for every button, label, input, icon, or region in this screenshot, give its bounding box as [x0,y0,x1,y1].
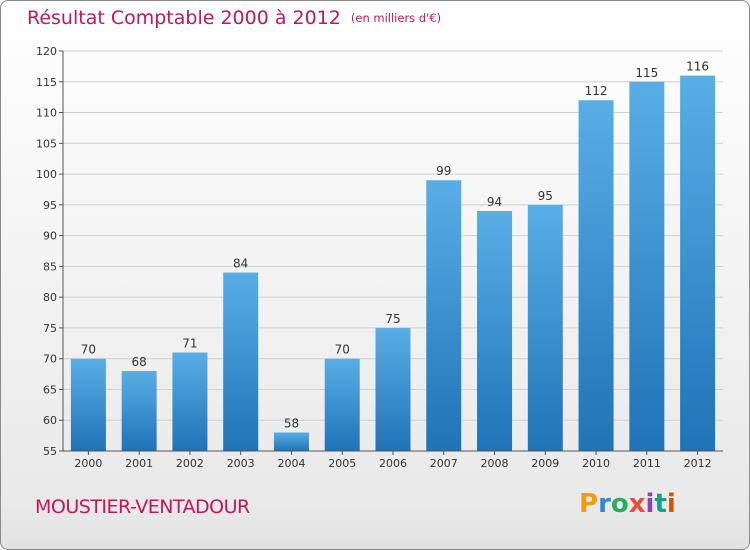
x-tick-label: 2002 [176,457,204,470]
bar-value-label: 68 [132,355,147,369]
x-tick-label: 2001 [125,457,153,470]
bar [324,358,360,451]
x-tick-label: 2003 [227,457,255,470]
y-tick-label: 75 [43,322,57,335]
bar [527,204,563,451]
x-tick-label: 2008 [481,457,509,470]
y-tick-label: 110 [36,107,57,120]
y-tick-label: 70 [43,353,57,366]
bar-value-label: 99 [436,164,451,178]
y-tick-label: 60 [43,414,57,427]
y-tick-label: 65 [43,383,57,396]
bar [578,100,614,451]
x-tick-label: 2000 [74,457,102,470]
y-tick-label: 90 [43,230,57,243]
y-tick-label: 80 [43,291,57,304]
x-tick-label: 2011 [633,457,661,470]
bar [629,81,665,452]
bar-value-label: 95 [538,189,553,203]
bar [426,180,462,451]
bar-value-label: 115 [635,66,658,80]
bar [375,327,411,451]
bar-value-label: 70 [335,343,350,357]
y-tick-label: 95 [43,199,57,212]
x-tick-label: 2007 [430,457,458,470]
y-tick-label: 115 [36,76,57,89]
y-tick-label: 85 [43,260,57,273]
x-tick-label: 2010 [582,457,610,470]
bar-value-label: 94 [487,195,502,209]
bar-value-label: 116 [686,60,709,74]
bar-value-label: 112 [585,84,608,98]
bar [70,358,106,451]
bar-value-label: 70 [81,343,96,357]
bar-value-label: 58 [284,417,299,431]
bar [223,272,259,451]
bar [680,75,716,451]
y-tick-label: 120 [36,45,57,58]
proxiti-logo: Proxiti [579,489,676,519]
chart-title: Résultat Comptable 2000 à 2012 (en millie… [27,7,442,29]
bar [121,371,157,451]
x-tick-label: 2004 [277,457,305,470]
y-tick-label: 105 [36,137,57,150]
commune-name: MOUSTIER-VENTADOUR [35,496,250,518]
bar-value-label: 75 [385,312,400,326]
chart-unit-label: (en milliers d'€) [350,11,442,25]
bars: 70 68 71 84 58 70 75 99 94 95 112 115 116 [70,60,716,452]
y-tick-label: 100 [36,168,57,181]
x-tick-label: 2006 [379,457,407,470]
x-tick-label: 2005 [328,457,356,470]
x-tick-label: 2009 [531,457,559,470]
bar [172,352,208,451]
y-tick-label: 55 [43,445,57,458]
bar-value-label: 84 [233,257,248,271]
bar [477,211,513,451]
x-tick-label: 2012 [684,457,712,470]
bar-value-label: 71 [182,337,197,351]
bar [273,432,309,451]
axes: 55 60 65 70 75 80 85 90 95 100 105 110 115 120 2000 200… [36,45,723,470]
